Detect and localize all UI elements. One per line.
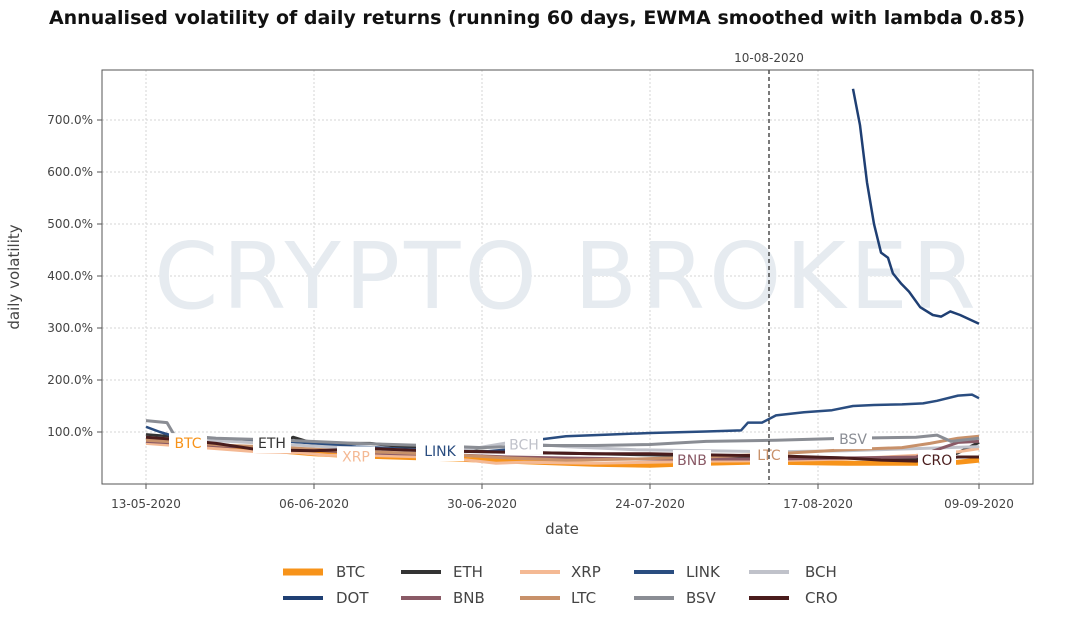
series-label-bg: [169, 433, 207, 454]
series-line-link: [145, 393, 980, 454]
series-label-bch: BCH: [509, 437, 539, 453]
series-label-bg: [253, 433, 291, 454]
series-label-bsv: BSV: [839, 432, 867, 448]
legend-label-eth: ETH: [453, 563, 483, 581]
series-label-bg: [505, 434, 543, 455]
legend-label-ltc: LTC: [571, 589, 596, 607]
y-tick-label: 700.0%: [47, 113, 93, 127]
legend-label-cro: CRO: [805, 589, 838, 607]
legend: BTC ETH XRP LINK BCH DOT BNB LTC BSV CRO: [283, 563, 838, 607]
y-axis-label: daily volatility: [5, 224, 23, 329]
y-tick-label: 500.0%: [47, 217, 93, 231]
y-tick-label: 600.0%: [47, 165, 93, 179]
series-label-btc: BTC: [174, 436, 201, 452]
series-label-bg: [337, 446, 375, 467]
annotation-label: 10-08-2020: [734, 51, 804, 65]
series-label-bnb: BNB: [677, 453, 707, 469]
watermark: CRYPTO BROKER: [154, 223, 980, 330]
y-tick-label: 300.0%: [47, 321, 93, 335]
series-label-bg: [918, 450, 956, 471]
series-label-bg: [834, 429, 872, 450]
legend-label-btc: BTC: [336, 563, 365, 581]
series-line-bsv: [145, 419, 980, 450]
legend-label-link: LINK: [686, 563, 721, 581]
legend-label-bch: BCH: [805, 563, 837, 581]
series-line-cro: [145, 435, 979, 463]
x-axis-label: date: [545, 520, 579, 538]
plot-frame: [101, 69, 1034, 485]
chart-title: Annualised volatility of daily returns (…: [49, 7, 1025, 29]
legend-label-xrp: XRP: [571, 563, 601, 581]
legend-label-bnb: BNB: [453, 589, 485, 607]
legend-label-dot: DOT: [336, 589, 369, 607]
y-tick-label: 400.0%: [47, 269, 93, 283]
series-label-cro: CRO: [922, 453, 953, 469]
axis-ticks: 100.0% 200.0% 300.0% 400.0% 500.0% 600.0% 700.…: [47, 113, 1014, 511]
x-tick-label: 13-05-2020: [111, 497, 181, 511]
series-label-link: LINK: [424, 444, 456, 460]
date-annotation: 10-08-2020: [734, 51, 804, 484]
series-line-dot: [851, 88, 980, 325]
series-label-bg: [673, 450, 711, 471]
x-tick-label: 24-07-2020: [615, 497, 685, 511]
series-label-bg: [416, 441, 464, 462]
x-tick-label: 17-08-2020: [783, 497, 853, 511]
series-label-eth: ETH: [258, 436, 286, 452]
x-tick-label: 30-06-2020: [447, 497, 517, 511]
y-tick-label: 200.0%: [47, 373, 93, 387]
y-tick-label: 100.0%: [47, 425, 93, 439]
grid: [102, 70, 1033, 484]
series-label-xrp: XRP: [342, 449, 370, 465]
x-tick-label: 09-09-2020: [944, 497, 1014, 511]
legend-label-bsv: BSV: [686, 589, 717, 607]
x-tick-label: 06-06-2020: [279, 497, 349, 511]
